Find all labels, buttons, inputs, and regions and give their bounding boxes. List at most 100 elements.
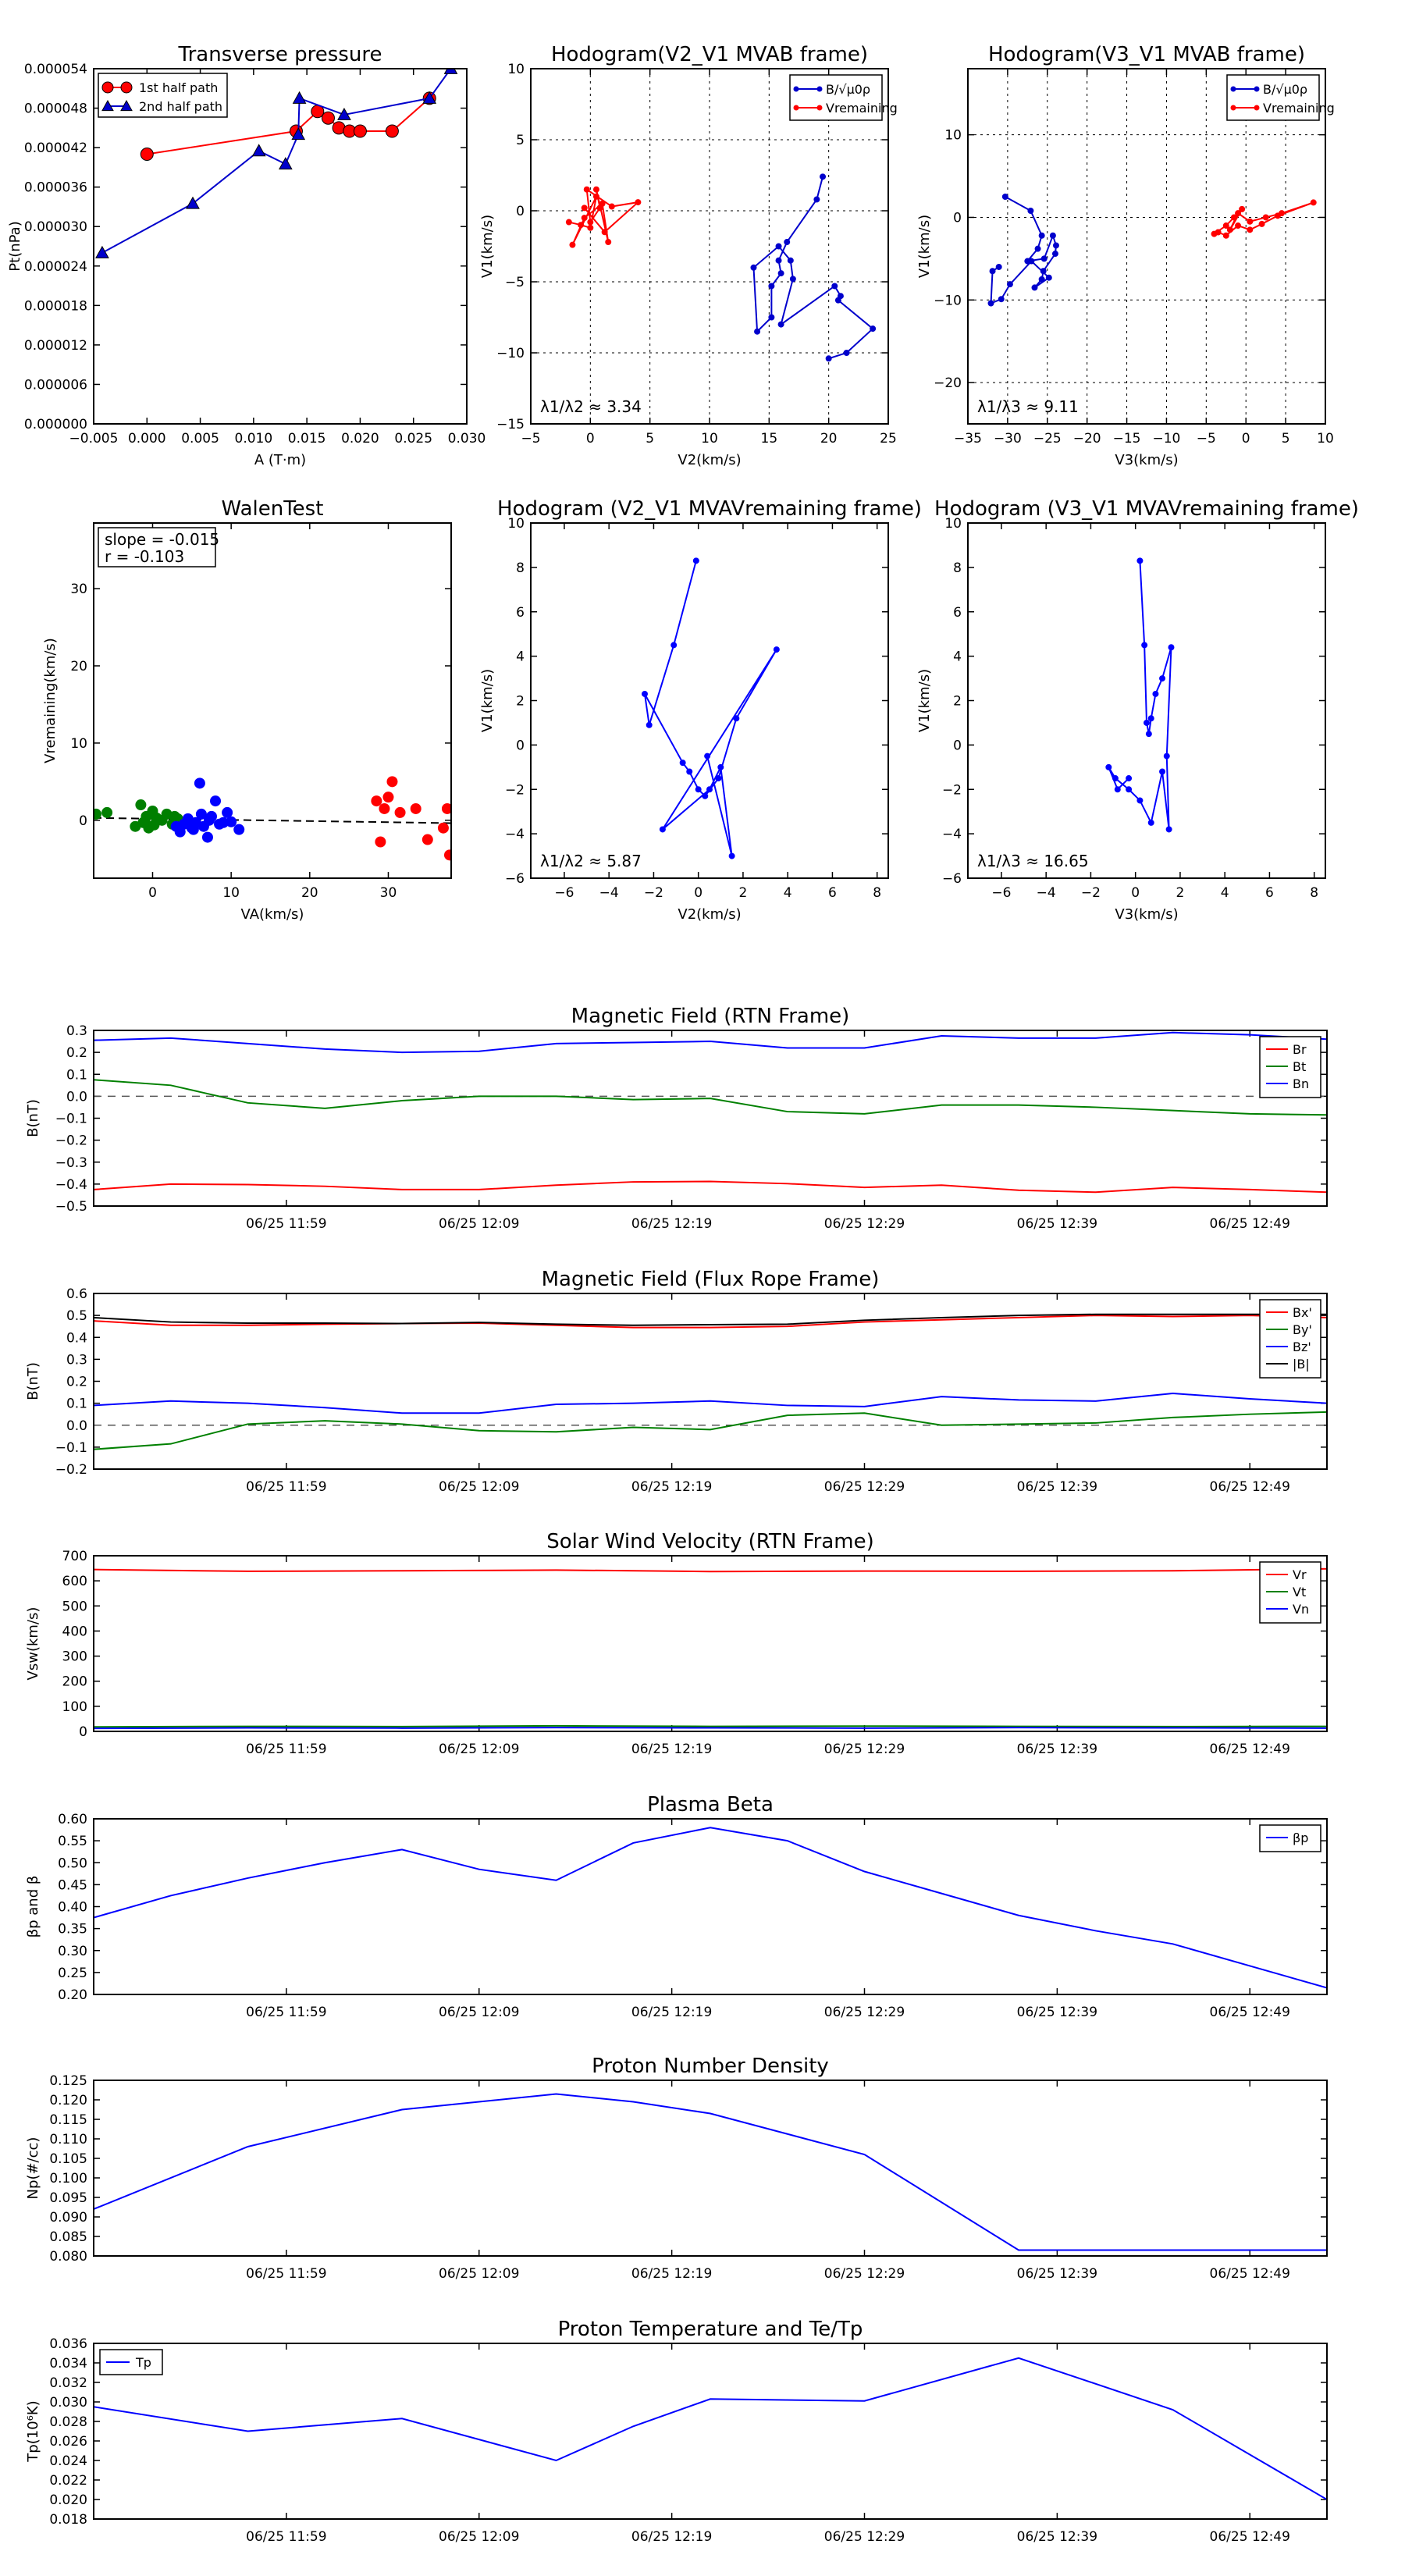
x-tick-label: 2 <box>739 885 748 901</box>
data-point <box>692 557 699 564</box>
data-point <box>787 257 794 264</box>
data-point <box>1226 226 1233 233</box>
data-point <box>218 817 229 828</box>
data-point <box>989 268 996 275</box>
data-point <box>813 196 820 203</box>
legend-label: Bx' <box>1293 1305 1312 1320</box>
chart-tp: −0.005 0.000 0.005 0.010 0.015 0.020 0.025 0.03… <box>7 43 486 468</box>
y-tick-label: 10 <box>507 62 525 77</box>
data-point <box>704 753 711 760</box>
data-point <box>777 270 784 277</box>
x-tick-label: −2 <box>644 885 663 901</box>
data-point <box>715 775 722 782</box>
data-point <box>596 205 603 212</box>
data-point <box>410 802 422 814</box>
x-tick-label: −5 <box>521 431 540 447</box>
plot-data <box>95 69 458 258</box>
y-axis-label: B(nT) <box>25 1099 41 1137</box>
y-tick-label: −0.4 <box>55 1177 87 1193</box>
x-tick-label: 06/25 12:29 <box>824 1216 905 1232</box>
data-point <box>292 91 307 104</box>
x-tick-label: 06/25 12:49 <box>1210 1479 1290 1495</box>
y-tick-label: 0.60 <box>58 1812 87 1827</box>
y-axis-label: V1(km/s) <box>916 215 933 278</box>
y-tick-label: 8 <box>516 560 525 576</box>
legend-marker <box>1230 86 1236 92</box>
y-tick-label: 5 <box>516 133 525 148</box>
data-point <box>371 795 382 807</box>
y-tick-label: 0.35 <box>58 1922 87 1937</box>
series-line <box>568 187 641 246</box>
y-tick-label: −6 <box>942 871 962 887</box>
x-tick-label: 06/25 12:19 <box>631 1479 712 1495</box>
data-point <box>706 786 713 793</box>
data-point <box>995 263 1002 270</box>
data-point <box>201 831 213 843</box>
data-point <box>443 69 458 74</box>
x-tick-label: 06/25 12:39 <box>1017 1742 1097 1757</box>
data-point <box>1145 731 1152 738</box>
chart-title: Hodogram (V3_V1 MVAVremaining frame) <box>934 497 1359 521</box>
data-point <box>443 849 451 861</box>
x-tick-label: −2 <box>1081 885 1101 901</box>
data-point <box>870 326 877 333</box>
legend-label: By' <box>1293 1322 1312 1337</box>
x-tick-label: 06/25 11:59 <box>246 2529 326 2545</box>
data-point <box>1222 232 1229 239</box>
y-tick-label: 0.125 <box>49 2073 87 2089</box>
legend-label: B/√μ0ρ <box>826 82 870 97</box>
x-tick-label: 0 <box>1131 885 1140 901</box>
data-point <box>1028 258 1035 265</box>
y-tick-label: 0.6 <box>66 1286 87 1302</box>
data-point <box>1136 557 1144 564</box>
series-0 <box>641 557 780 859</box>
plot-frame <box>93 2343 1328 2520</box>
ratio-annotation: λ1/λ3 ≈ 9.11 <box>977 397 1079 416</box>
y-tick-label: 0.105 <box>49 2151 87 2167</box>
legend-label: Vremaining <box>826 101 898 116</box>
x-tick-label: 6 <box>1265 885 1274 901</box>
chart-title: Magnetic Field (RTN Frame) <box>571 1005 850 1028</box>
data-point <box>825 355 832 362</box>
y-tick-label: 0.3 <box>66 1023 87 1039</box>
y-tick-label: 0.1 <box>66 1397 87 1412</box>
stats-box <box>98 527 216 568</box>
y-tick-label: −5 <box>505 275 525 290</box>
fit-line <box>94 817 451 824</box>
data-point <box>1038 276 1045 283</box>
data-point <box>1105 763 1112 770</box>
x-tick-label: 10 <box>701 431 718 447</box>
x-tick-label: 0 <box>694 885 702 901</box>
legend-label: 2nd half path <box>139 99 222 114</box>
y-axis-label: Vsw(km/s) <box>25 1607 41 1681</box>
x-tick-label: 06/25 12:39 <box>1017 2266 1097 2282</box>
y-tick-label: 0.090 <box>49 2210 87 2226</box>
data-point <box>353 124 367 138</box>
series-0 <box>1105 557 1175 833</box>
x-tick-label: 0 <box>148 885 157 901</box>
legend-box <box>789 74 883 121</box>
x-tick-label: −5 <box>1197 431 1216 447</box>
x-tick-label: 2 <box>1176 885 1185 901</box>
x-tick-label: −6 <box>991 885 1011 901</box>
data-point <box>187 824 199 835</box>
ratio-annotation: λ1/λ3 ≈ 16.65 <box>977 852 1089 870</box>
y-tick-label: 4 <box>516 649 525 665</box>
data-point <box>1040 255 1048 262</box>
data-point <box>1126 775 1133 782</box>
data-point <box>1034 245 1041 252</box>
series-line-0 <box>94 1827 1327 1989</box>
series-line-1 <box>94 1411 1327 1450</box>
plot-data <box>641 557 780 859</box>
x-tick-label: 06/25 12:19 <box>631 2005 712 2020</box>
x-tick-label: 8 <box>873 885 881 901</box>
x-tick-label: 10 <box>222 885 240 901</box>
x-tick-label: 06/25 12:29 <box>824 2266 905 2282</box>
data-point <box>1222 222 1229 229</box>
x-tick-label: 06/25 11:59 <box>246 1742 326 1757</box>
data-point <box>226 816 237 827</box>
data-point <box>251 144 266 157</box>
y-tick-label: −0.1 <box>55 1112 87 1127</box>
y-tick-label: 0.115 <box>49 2112 87 2128</box>
